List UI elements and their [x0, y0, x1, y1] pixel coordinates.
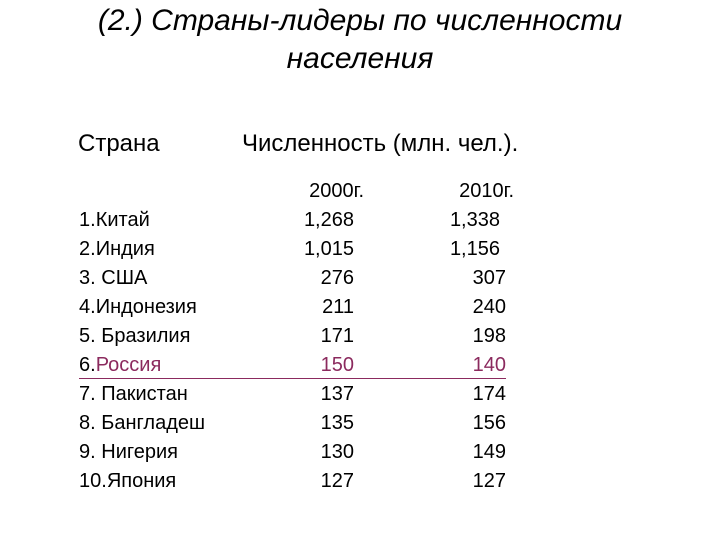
value-2010: 149 — [472, 441, 506, 463]
country-name: 6.Россия — [79, 352, 161, 378]
table-row-nigeria: 9. Нигерия 130 149 — [0, 439, 720, 468]
highlight-underline — [79, 378, 506, 379]
row-number: 9. — [79, 441, 102, 463]
country-name: 9. Нигерия — [79, 439, 178, 465]
value-2000: 171 — [320, 325, 354, 347]
row-number: 2. — [79, 238, 96, 260]
row-number: 5. — [79, 325, 102, 347]
value-2000: 1,015 — [303, 238, 354, 260]
country-label: Нигерия — [101, 441, 178, 463]
value-2000: 150 — [320, 354, 354, 376]
country-name: 7. Пакистан — [79, 381, 188, 407]
table-row-china: 1.Китай 1,268 1,338 — [0, 207, 720, 236]
row-number: 7. — [79, 383, 102, 405]
table-row-usa: 3. США 276 307 — [0, 265, 720, 294]
row-number: 8. — [79, 412, 102, 434]
country-name: 5. Бразилия — [79, 323, 190, 349]
value-2010: 307 — [472, 267, 506, 289]
population-table: 1.Китай 1,268 1,338 2.Индия 1,015 1,156 … — [0, 207, 720, 497]
country-label: Китай — [95, 209, 150, 231]
row-number: 1. — [79, 209, 96, 231]
value-2010: 198 — [472, 325, 506, 347]
country-label: Россия — [95, 354, 162, 376]
value-2010: 140 — [472, 354, 506, 376]
row-number: 10. — [79, 470, 107, 492]
table-row-india: 2.Индия 1,015 1,156 — [0, 236, 720, 265]
table-row-indonesia: 4.Индонезия 211 240 — [0, 294, 720, 323]
country-label: Бразилия — [101, 325, 191, 347]
table-row-bangladesh: 8. Бангладеш 135 156 — [0, 410, 720, 439]
value-2010: 156 — [472, 412, 506, 434]
country-name: 3. США — [79, 265, 147, 291]
country-name: 8. Бангладеш — [79, 410, 205, 436]
value-2000: 130 — [320, 441, 354, 463]
value-2000: 127 — [320, 470, 354, 492]
country-label: Индия — [95, 238, 155, 260]
row-number: 4. — [79, 296, 96, 318]
table-row-russia: 6.Россия 150 140 — [0, 352, 720, 381]
slide-title-line-2: населения — [286, 42, 434, 75]
value-2000: 137 — [320, 383, 354, 405]
row-number: 6. — [79, 354, 96, 376]
value-2000: 1,268 — [303, 209, 354, 231]
slide-title: (2.) Страны-лидеры по численности населе… — [0, 2, 720, 78]
value-2000: 276 — [320, 267, 354, 289]
country-label: США — [101, 267, 148, 289]
value-2010: 174 — [472, 383, 506, 405]
value-2000: 211 — [322, 296, 354, 318]
value-2010: 240 — [472, 296, 506, 318]
country-label: Пакистан — [101, 383, 188, 405]
country-label: Бангладеш — [101, 412, 206, 434]
country-label: Япония — [106, 470, 177, 492]
country-name: 2.Индия — [79, 236, 155, 262]
table-row-brazil: 5. Бразилия 171 198 — [0, 323, 720, 352]
year-2000-header: 2000г. — [309, 180, 364, 202]
table-row-pakistan: 7. Пакистан 137 174 — [0, 381, 720, 410]
table-row-japan: 10.Япония 127 127 — [0, 468, 720, 497]
value-2000: 135 — [320, 412, 354, 434]
country-column-header: Страна — [78, 130, 160, 157]
value-2010: 1,338 — [449, 209, 500, 231]
slide-title-line-1: (2.) Страны-лидеры по численности — [97, 4, 623, 37]
row-number: 3. — [79, 267, 102, 289]
value-2010: 1,156 — [449, 238, 500, 260]
country-label: Индонезия — [95, 296, 197, 318]
value-2010: 127 — [472, 470, 506, 492]
population-column-header: Численность (млн. чел.). — [242, 130, 519, 157]
country-name: 10.Япония — [79, 468, 176, 494]
year-2010-header: 2010г. — [459, 180, 514, 202]
country-name: 1.Китай — [79, 207, 150, 233]
country-name: 4.Индонезия — [79, 294, 197, 320]
